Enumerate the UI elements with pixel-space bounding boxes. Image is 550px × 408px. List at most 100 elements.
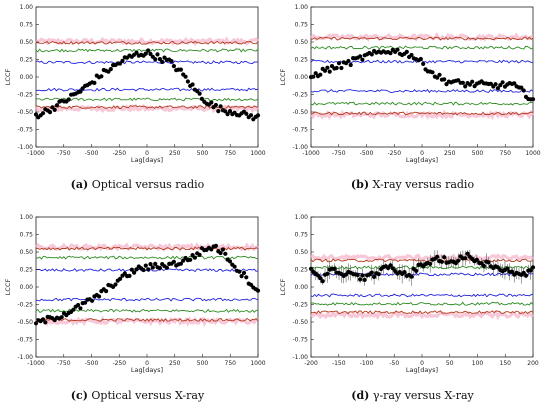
correlation-point <box>325 271 330 276</box>
significance-line-2-sigma-lower <box>310 101 533 106</box>
y-tick-label: 0.25 <box>295 267 309 274</box>
correlation-point <box>157 57 162 62</box>
x-tick-label: 200 <box>527 360 539 367</box>
correlation-point <box>244 111 249 116</box>
correlation-point <box>512 81 517 86</box>
significance-line-3-sigma-upper <box>35 40 259 45</box>
x-tick-label: 750 <box>500 150 512 157</box>
correlation-point <box>160 59 165 64</box>
correlation-point <box>209 247 214 252</box>
correlation-point <box>388 51 393 56</box>
x-tick-label: 250 <box>169 360 181 367</box>
correlation-point <box>197 252 202 257</box>
caption-c: (c) Optical versus X-ray <box>70 389 205 402</box>
y-tick-label: -0.50 <box>17 109 33 116</box>
correlation-point <box>153 261 158 266</box>
correlation-point <box>474 257 479 262</box>
correlation-point <box>486 260 491 265</box>
correlation-point <box>232 264 237 269</box>
correlation-point <box>493 82 498 87</box>
plot-frame <box>310 216 534 358</box>
correlation-point <box>153 57 158 62</box>
correlation-point <box>388 263 393 268</box>
y-tick-label: -0.25 <box>17 92 33 99</box>
x-axis-label: Lag[days] <box>131 366 163 374</box>
correlation-point <box>218 104 223 109</box>
correlation-point <box>435 254 440 259</box>
correlation-point <box>132 270 137 275</box>
correlation-point <box>113 282 118 287</box>
correlation-point <box>435 75 440 80</box>
y-tick-label: -1.00 <box>17 144 33 151</box>
correlation-point <box>481 263 486 269</box>
panel-b: -1000 -750 -500 -250 0 250 500 750 1000 -1.00 -0.7… <box>279 4 541 164</box>
x-tick-label: 0 <box>420 150 424 157</box>
correlation-point <box>325 65 330 70</box>
correlation-point <box>470 79 475 84</box>
correlation-point <box>220 247 225 252</box>
x-tick-label: -750 <box>57 360 71 367</box>
correlation-point <box>369 270 374 275</box>
correlation-point <box>255 113 261 118</box>
correlation-point <box>521 270 526 275</box>
correlation-point <box>108 67 113 72</box>
x-tick-label: 50 <box>446 360 454 367</box>
correlation-point <box>227 109 233 114</box>
y-tick-label: 1.00 <box>20 214 34 221</box>
y-tick-label: 0.00 <box>20 74 34 81</box>
x-tick-label: 0 <box>145 360 149 367</box>
correlation-point <box>442 255 447 260</box>
correlation-point <box>463 84 468 89</box>
correlation-point <box>218 250 223 256</box>
correlation-point <box>244 275 249 280</box>
correlation-point <box>104 289 109 294</box>
significance-line-2-sigma-lower <box>310 301 534 306</box>
correlation-point <box>78 89 83 94</box>
y-tick-label: -0.75 <box>292 337 308 344</box>
significance-line-3-sigma-lower <box>35 317 259 322</box>
significance-line-2-sigma-lower <box>35 97 259 102</box>
y-tick-label: 1.00 <box>295 4 309 11</box>
correlation-point <box>59 315 64 320</box>
x-tick-label: 500 <box>472 150 484 157</box>
correlation-point <box>318 276 323 281</box>
x-tick-label: -50 <box>389 360 399 367</box>
correlation-point <box>225 112 230 117</box>
significance-line-1-sigma-lower <box>35 297 259 302</box>
correlation-point <box>358 54 363 59</box>
y-tick-label: 0.50 <box>295 249 309 256</box>
significance-band-upper <box>34 36 260 47</box>
x-axis-label: Lag[days] <box>131 156 163 164</box>
correlation-point <box>495 265 500 270</box>
correlation-point <box>495 86 500 91</box>
correlation-point <box>97 294 102 299</box>
correlation-point <box>360 273 365 278</box>
correlation-point <box>528 268 533 273</box>
correlation-point <box>530 265 536 270</box>
x-tick-label: 100 <box>472 360 484 367</box>
correlation-point <box>188 257 193 262</box>
correlation-point <box>428 261 433 266</box>
correlation-point <box>355 272 360 278</box>
correlation-point <box>199 96 204 101</box>
correlation-point <box>118 276 123 281</box>
correlation-point <box>362 277 367 282</box>
correlation-point <box>308 266 314 271</box>
x-tick-label: -500 <box>85 360 99 367</box>
y-axis-label: LCCF <box>279 279 287 296</box>
x-tick-label: 500 <box>197 360 209 367</box>
y-tick-label: -0.50 <box>17 319 33 326</box>
x-tick-label: 1000 <box>525 150 540 157</box>
correlation-point <box>437 72 442 77</box>
correlation-point <box>148 51 153 57</box>
correlation-point <box>171 259 176 264</box>
y-tick-label: 0.50 <box>20 39 34 46</box>
correlation-point <box>92 80 97 85</box>
correlation-point <box>523 273 529 278</box>
y-tick-label: -0.50 <box>292 319 308 326</box>
correlation-point <box>209 100 214 105</box>
x-tick-label: -1000 <box>27 360 45 367</box>
correlation-point <box>421 61 426 66</box>
y-tick-label: -1.00 <box>292 144 308 151</box>
correlation-point <box>183 74 188 79</box>
